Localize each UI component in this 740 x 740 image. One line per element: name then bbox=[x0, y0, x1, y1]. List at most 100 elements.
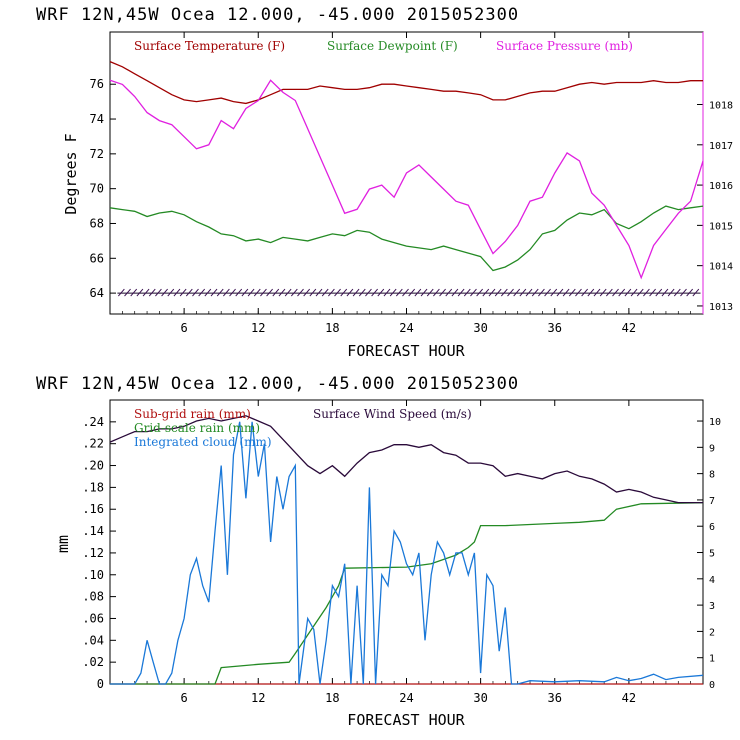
y-tick-label: 72 bbox=[90, 147, 104, 161]
x-tick-label: 18 bbox=[325, 691, 339, 705]
legend-surface-temperature: Surface Temperature (F) bbox=[134, 39, 285, 53]
wind-barb bbox=[321, 288, 329, 297]
series-lines bbox=[109, 415, 704, 685]
wind-barb bbox=[340, 288, 348, 297]
x-tick-label: 6 bbox=[181, 321, 188, 335]
wind-barb bbox=[192, 288, 199, 297]
wind-barb bbox=[179, 288, 187, 297]
wind-barb bbox=[618, 288, 626, 297]
wind-barb bbox=[235, 288, 243, 297]
wind-barb bbox=[309, 288, 317, 297]
x-tick-label: 24 bbox=[399, 321, 413, 335]
wind-barb bbox=[303, 288, 311, 297]
wind-barb bbox=[148, 288, 156, 297]
wind-barb bbox=[124, 288, 131, 297]
wind-barb bbox=[500, 288, 508, 297]
y2-tick-label: 6 bbox=[709, 522, 715, 533]
y2-tick-label: 2 bbox=[709, 627, 715, 638]
y-axis-label: Degrees F bbox=[62, 133, 80, 214]
y2-tick-label: 4 bbox=[709, 575, 715, 586]
y2-tick-label: 1013 bbox=[709, 302, 733, 313]
wind-barb bbox=[692, 288, 700, 297]
wind-barb bbox=[599, 288, 607, 297]
wind-barb bbox=[513, 288, 521, 297]
y2-tick-label: 1016 bbox=[709, 181, 733, 192]
y2-tick-label: 7 bbox=[709, 496, 715, 507]
x-axis-label: FORECAST HOUR bbox=[347, 342, 465, 360]
wind-barb bbox=[198, 288, 206, 297]
x-tick-label: 18 bbox=[325, 321, 339, 335]
y-tick-label: .12 bbox=[82, 546, 104, 560]
wind-barb bbox=[358, 288, 366, 297]
y-tick-label: .18 bbox=[82, 480, 104, 494]
wind-barb bbox=[260, 288, 267, 297]
y2-tick-label: 1018 bbox=[709, 101, 733, 112]
wind-barb bbox=[476, 288, 484, 297]
x-tick-label: 36 bbox=[548, 321, 562, 335]
wind-barb bbox=[661, 288, 669, 297]
wind-barb bbox=[673, 288, 681, 297]
wind-barb bbox=[402, 288, 409, 297]
wind-barb bbox=[389, 288, 397, 297]
y2-tick-label: 1014 bbox=[709, 262, 733, 273]
wind-barb bbox=[414, 288, 422, 297]
y2-tick-label: 1 bbox=[709, 654, 715, 665]
wind-barb bbox=[290, 288, 298, 297]
wind-barb bbox=[383, 288, 391, 297]
wind-barb bbox=[247, 288, 255, 297]
wind-barb bbox=[636, 288, 644, 297]
wind-barb bbox=[655, 288, 663, 297]
wind-barb bbox=[173, 288, 181, 297]
wind-barb bbox=[327, 288, 335, 297]
y-tick-label: .08 bbox=[82, 590, 104, 604]
wind-barb bbox=[624, 288, 632, 297]
wind-barb bbox=[575, 288, 582, 297]
wind-barb bbox=[426, 288, 434, 297]
series-line-surface-wind-speed-m-s bbox=[109, 415, 703, 504]
y-tick-label: 76 bbox=[90, 77, 104, 91]
y-tick-label: .20 bbox=[82, 459, 104, 473]
wind-barb bbox=[612, 288, 619, 297]
x-axis-label: FORECAST HOUR bbox=[347, 711, 465, 729]
wind-barb bbox=[297, 288, 304, 297]
wind-barb bbox=[284, 288, 292, 297]
wind-barbs bbox=[117, 288, 701, 297]
wind-barb bbox=[155, 288, 162, 297]
y-tick-label: .24 bbox=[82, 415, 104, 429]
y2-tick-label: 3 bbox=[709, 601, 715, 612]
x-tick-label: 12 bbox=[251, 321, 265, 335]
series-line-integrated-cloud-mm bbox=[110, 421, 704, 685]
y2-tick-label: 1015 bbox=[709, 221, 733, 232]
series-line-surface-dewpoint-f bbox=[109, 205, 704, 272]
wind-barb bbox=[667, 288, 675, 297]
wind-barb bbox=[365, 288, 372, 297]
x-tick-label: 42 bbox=[622, 321, 636, 335]
wind-barb bbox=[630, 288, 638, 297]
wind-barb bbox=[680, 288, 687, 297]
y-tick-label: 66 bbox=[90, 251, 104, 265]
x-tick-label: 12 bbox=[251, 691, 265, 705]
wind-barb bbox=[562, 288, 570, 297]
series-line-surface-temperature-f bbox=[109, 61, 703, 105]
wind-barb bbox=[686, 288, 694, 297]
wind-barb bbox=[550, 288, 558, 297]
wind-barb bbox=[581, 288, 589, 297]
y2-tick-label: 1017 bbox=[709, 141, 733, 152]
wind-barb bbox=[538, 288, 545, 297]
y-axis-label: mm bbox=[54, 535, 72, 553]
y2-tick-label: 10 bbox=[709, 417, 721, 428]
wind-barb bbox=[130, 288, 138, 297]
legend-subgrid-rain: Sub-grid rain (mm) bbox=[134, 407, 251, 421]
wind-barb bbox=[315, 288, 323, 297]
wind-barb bbox=[587, 288, 595, 297]
wind-barb bbox=[519, 288, 527, 297]
wind-barb bbox=[346, 288, 354, 297]
y-tick-label: .10 bbox=[82, 568, 104, 582]
wind-barb bbox=[649, 288, 656, 297]
y-tick-label: .14 bbox=[82, 524, 104, 538]
wind-barb bbox=[445, 288, 453, 297]
wind-barb bbox=[352, 288, 360, 297]
wind-barb bbox=[117, 288, 125, 297]
x-tick-label: 24 bbox=[399, 691, 413, 705]
